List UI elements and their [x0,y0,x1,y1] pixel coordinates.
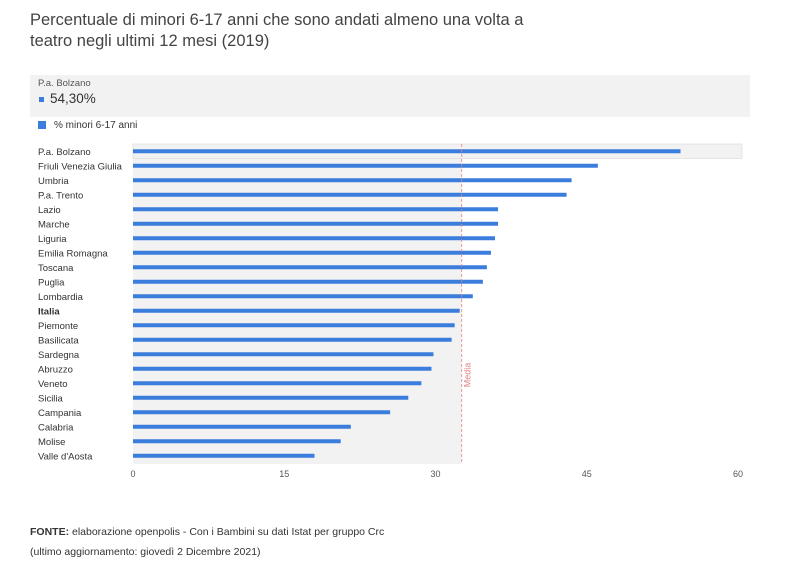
legend-swatch-icon [38,121,46,129]
x-tick-label: 45 [582,469,592,479]
bar[interactable] [133,323,455,328]
bar[interactable] [133,279,483,284]
bar[interactable] [133,395,409,400]
category-label: Veneto [38,379,68,390]
category-label: Basilicata [38,335,79,346]
tooltip-value: 54,30% [50,91,96,106]
category-label: Puglia [38,277,65,288]
bar[interactable] [133,453,315,458]
category-label: Emilia Romagna [38,248,108,259]
category-label: Piemonte [38,321,78,332]
tooltip-category: P.a. Bolzano [38,78,91,89]
category-label: P.a. Bolzano [38,147,91,158]
category-label: Lazio [38,205,61,216]
category-label: Calabria [38,422,74,433]
chart-tooltip: P.a. Bolzano 54,30% [30,75,750,117]
bar[interactable] [133,192,567,197]
bar[interactable] [133,352,434,357]
chart-legend[interactable]: % minori 6-17 anni [38,118,137,132]
legend-label: % minori 6-17 anni [54,119,138,131]
category-label: Molise [38,437,65,448]
category-label: Abruzzo [38,364,73,375]
category-label: P.a. Trento [38,190,83,201]
category-label: Sicilia [38,393,64,404]
category-label: Toscana [38,263,74,274]
update-line: (ultimo aggiornamento: giovedì 2 Dicembr… [30,546,261,558]
bar[interactable] [133,439,341,444]
bar[interactable] [133,410,391,415]
category-label: Italia [38,306,60,317]
bar[interactable] [133,149,681,154]
tooltip-marker-icon [39,97,44,102]
source-label: FONTE: [30,526,70,538]
bar[interactable] [133,221,499,226]
category-label: Lombardia [38,292,84,303]
bar[interactable] [133,207,499,212]
category-label: Friuli Venezia Giulia [38,161,123,172]
chart-footer: FONTE: elaborazione openpolis - Con i Ba… [30,522,384,562]
x-tick-label: 60 [733,469,743,479]
plot-background [133,144,462,464]
bar[interactable] [133,424,351,429]
chart-title: Percentuale di minori 6-17 anni che sono… [30,11,524,50]
bar[interactable] [133,308,460,313]
category-label: Umbria [38,176,69,187]
category-label: Marche [38,219,70,230]
x-tick-label: 0 [130,469,135,479]
x-tick-label: 15 [279,469,289,479]
category-label: Sardegna [38,350,80,361]
source-text: elaborazione openpolis - Con i Bambini s… [69,526,385,538]
bar[interactable] [133,250,491,255]
bar[interactable] [133,265,487,270]
bar[interactable] [133,178,572,183]
category-label: Campania [38,408,82,419]
bar[interactable] [133,381,422,386]
median-label: Media [463,363,473,388]
x-tick-label: 30 [430,469,440,479]
source-line: FONTE: elaborazione openpolis - Con i Ba… [30,522,384,542]
bar[interactable] [133,163,598,168]
bar-chart: P.a. Bolzano Friuli Venezia Giulia Umbria P… [38,143,743,479]
bar[interactable] [133,294,473,299]
bar[interactable] [133,337,452,342]
category-label: Valle d'Aosta [38,451,93,462]
bar[interactable] [133,366,432,371]
bar[interactable] [133,236,495,241]
category-label: Liguria [38,234,67,245]
